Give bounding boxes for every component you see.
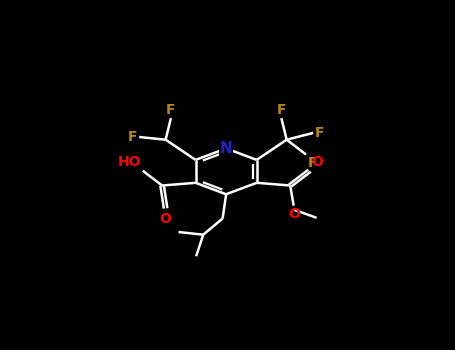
Text: HO: HO — [117, 155, 141, 169]
Text: F: F — [308, 156, 317, 170]
Text: F: F — [128, 130, 137, 144]
Text: O: O — [311, 155, 323, 169]
Text: F: F — [277, 103, 286, 117]
Text: F: F — [315, 126, 324, 140]
Text: O: O — [160, 212, 172, 226]
Text: N: N — [220, 141, 233, 156]
Text: F: F — [166, 103, 176, 117]
Text: O: O — [288, 207, 300, 221]
